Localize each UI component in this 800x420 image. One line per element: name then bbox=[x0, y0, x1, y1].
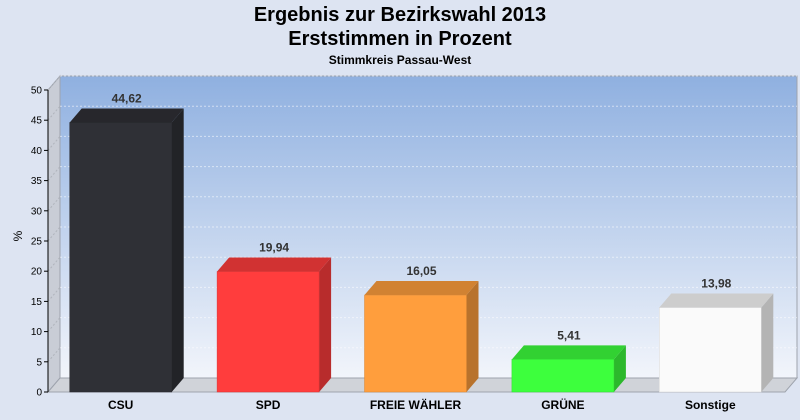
y-tick-label: 10 bbox=[31, 327, 43, 338]
gridline-side bbox=[47, 75, 61, 91]
x-tick-label: CSU bbox=[108, 398, 133, 412]
gridline-side bbox=[47, 287, 61, 302]
x-tick-label: FREIE WÄHLER bbox=[370, 397, 462, 412]
data-label: 5,41 bbox=[557, 328, 581, 342]
gridline-side bbox=[47, 226, 61, 242]
chart-subtitle: Erststimmen in Prozent bbox=[288, 28, 512, 50]
chart-caption: Stimmkreis Passau-West bbox=[328, 53, 472, 67]
x-tick-label: SPD bbox=[256, 398, 281, 412]
y-tick-label: 30 bbox=[31, 206, 43, 217]
y-tick-label: 50 bbox=[31, 86, 43, 97]
bar-grüne bbox=[511, 345, 626, 393]
x-tick-label: GRÜNE bbox=[541, 397, 584, 412]
y-tick-label: 25 bbox=[31, 237, 43, 248]
y-tick-label: 5 bbox=[36, 357, 42, 368]
gridline-side bbox=[47, 196, 61, 212]
gridline-side bbox=[47, 166, 61, 181]
bar-freie-wähler bbox=[364, 281, 479, 393]
bar-sonstige bbox=[659, 293, 774, 393]
x-tick-label: Sonstige bbox=[685, 398, 736, 412]
data-label: 44,62 bbox=[112, 91, 142, 105]
y-axis-label: % bbox=[11, 230, 25, 241]
gridline-side bbox=[47, 256, 61, 272]
bar-csu bbox=[69, 108, 184, 393]
data-label: 16,05 bbox=[406, 264, 436, 278]
gridline-side bbox=[47, 105, 61, 121]
y-tick-label: 15 bbox=[31, 297, 43, 308]
gridline-side bbox=[47, 136, 61, 151]
y-tick-label: 40 bbox=[31, 146, 43, 157]
y-tick-label: 35 bbox=[31, 176, 43, 187]
data-label: 19,94 bbox=[259, 241, 289, 255]
data-label: 13,98 bbox=[701, 277, 731, 291]
gridline-side bbox=[47, 317, 61, 332]
chart-title: Ergebnis zur Bezirkswahl 2013 bbox=[253, 4, 547, 26]
gridline-side bbox=[47, 347, 61, 363]
bar-spd bbox=[216, 257, 332, 393]
y-tick-label: 45 bbox=[31, 116, 43, 127]
y-tick-label: 20 bbox=[31, 267, 43, 278]
y-tick-label: 0 bbox=[36, 388, 42, 399]
